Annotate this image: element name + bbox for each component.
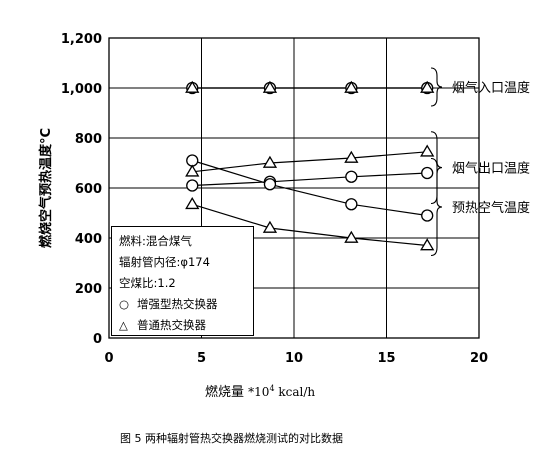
- x-tick-label: 20: [470, 351, 488, 366]
- y-tick-label: 800: [75, 132, 102, 147]
- circle-point: [345, 198, 358, 211]
- x-axis-label-main: 燃烧量: [205, 385, 245, 400]
- x-tick-label: 5: [197, 351, 206, 366]
- fuel-info: 燃料:混合煤气: [119, 234, 192, 248]
- x-tick-label: 15: [377, 351, 395, 366]
- x-axis-label: 燃烧量 *104 kcal/h: [205, 381, 315, 400]
- triangle-point: [185, 164, 200, 177]
- triangle-point: [185, 80, 200, 93]
- triangle-fit-line: [192, 203, 428, 247]
- circle-point: [345, 170, 358, 183]
- triangle-point: [185, 196, 200, 210]
- y-tick-label: 200: [75, 282, 102, 297]
- circle-fit-line: [192, 172, 428, 187]
- triangle-point: [262, 220, 278, 233]
- y-axis-ticks: 0 200 400 600 800 1,000 1,200: [61, 32, 102, 347]
- tube-diameter-info: 辐射管内径:φ174: [119, 255, 210, 269]
- group-label: 烟气入口温度: [452, 80, 530, 96]
- figure-caption: 图 5 两种辐射管热交换器燃烧测试的对比数据: [120, 432, 343, 445]
- group-label: 烟气出口温度: [452, 161, 530, 177]
- legend-label-ordinary: 普通热交换器: [137, 318, 206, 332]
- circle-point: [421, 209, 434, 222]
- y-tick-label: 0: [93, 332, 102, 347]
- group-bracket: [430, 157, 443, 257]
- triangle-fit-line: [192, 151, 428, 173]
- x-axis-ticks: 0 5 10 15 20: [104, 351, 488, 366]
- y-tick-label: 1,200: [61, 32, 102, 47]
- y-tick-label: 1,000: [61, 82, 102, 97]
- triangle-point: [420, 80, 435, 93]
- triangle-marker-icon: △: [119, 318, 128, 332]
- y-tick-label: 400: [75, 232, 102, 247]
- triangle-point: [420, 238, 435, 251]
- circle-fit-line: [192, 159, 428, 217]
- triangle-point: [262, 80, 278, 93]
- x-axis-label-unit: *104 kcal/h: [248, 384, 316, 399]
- triangle-point: [344, 150, 359, 163]
- triangle-point: [344, 230, 359, 243]
- x-tick-label: 0: [104, 351, 113, 366]
- circle-point: [263, 178, 277, 191]
- y-axis-label: 燃烧空气预热温度°C: [38, 128, 54, 248]
- plot-frame: [108, 37, 480, 339]
- triangle-point: [420, 144, 435, 157]
- air-fuel-ratio-info: 空煤比:1.2: [119, 276, 176, 290]
- data-points: [185, 80, 435, 251]
- fit-lines: [192, 87, 428, 247]
- circle-point: [186, 154, 199, 167]
- circle-marker-icon: ○: [119, 297, 130, 311]
- legend-item-enhanced: ○ 增强型热交换器: [119, 294, 253, 315]
- group-label: 预热空气温度: [452, 200, 530, 216]
- legend-box: 燃料:混合煤气 辐射管内径:φ174 空煤比:1.2 ○ 增强型热交换器 △ 普通热…: [111, 226, 254, 336]
- legend-label-enhanced: 增强型热交换器: [137, 297, 218, 311]
- x-tick-label: 10: [285, 351, 303, 366]
- legend-item-ordinary: △ 普通热交换器: [119, 315, 253, 336]
- triangle-point: [344, 80, 359, 93]
- circle-point: [421, 166, 434, 180]
- y-tick-label: 600: [75, 182, 102, 197]
- circle-point: [186, 179, 199, 192]
- triangle-point: [262, 155, 278, 168]
- group-bracket: [430, 67, 443, 107]
